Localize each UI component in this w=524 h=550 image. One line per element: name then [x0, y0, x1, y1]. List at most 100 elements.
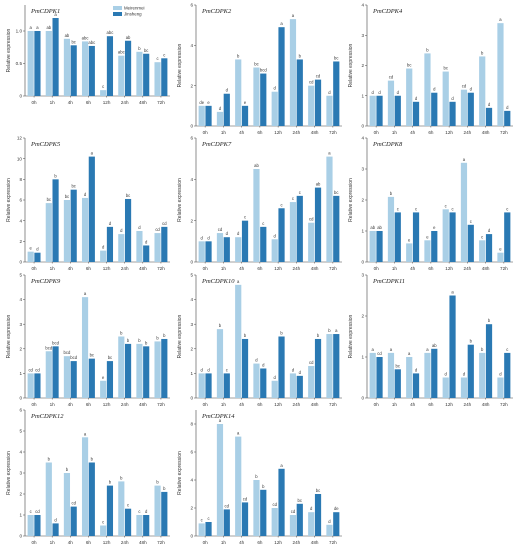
- bar-s1: [406, 243, 413, 262]
- bar-s2: [143, 515, 150, 536]
- bar-letter-label: a: [390, 347, 393, 352]
- bar-s1: [253, 480, 260, 536]
- y-axis-label: Relative expression: [348, 43, 354, 87]
- bar-s1: [406, 357, 413, 398]
- bar-s2: [260, 489, 267, 536]
- x-tick-label: 12h: [445, 130, 453, 135]
- bar-s1: [27, 373, 34, 398]
- bar-s1: [198, 105, 205, 126]
- bar-letter-label: e: [102, 375, 105, 380]
- bar-letter-label: bc: [254, 62, 258, 67]
- bar-s2: [504, 110, 511, 126]
- y-axis-label: Relative expression: [177, 451, 183, 495]
- bar-letter-label: c: [481, 234, 483, 239]
- x-tick-label: 4h: [410, 266, 416, 271]
- bar-s1: [308, 85, 315, 126]
- y-axis-label: Relative expression: [348, 314, 354, 358]
- bar-letter-label: cd: [71, 501, 76, 506]
- bar-letter-label: b: [127, 338, 130, 343]
- bar-letter-label: d: [226, 231, 229, 236]
- bar-letter-label: d: [499, 372, 502, 377]
- y-tick-label: 6: [190, 3, 193, 8]
- y-tick-label: 0: [190, 534, 193, 539]
- bar-letter-label: bc: [407, 63, 411, 68]
- bar-s2: [485, 107, 493, 126]
- bar-s1: [81, 437, 89, 536]
- bar-s1: [308, 366, 315, 398]
- bar-letter-label: d: [201, 235, 204, 240]
- bar-letter-label: bc: [71, 39, 75, 44]
- bar-s2: [241, 220, 249, 262]
- x-tick-label: 1h: [50, 402, 56, 407]
- y-axis-label: Relative expression: [348, 178, 354, 222]
- y-tick-label: 8: [19, 177, 22, 182]
- bar-s1: [45, 31, 52, 96]
- x-tick-label: 6h: [86, 266, 92, 271]
- y-tick-label: 4: [190, 43, 193, 48]
- x-tick-label: 1h: [392, 266, 398, 271]
- x-tick-label: 48h: [482, 402, 490, 407]
- y-tick-label: 1: [19, 371, 22, 376]
- bar-letter-label: b: [163, 486, 166, 491]
- bar-letter-label: bcd: [64, 350, 71, 355]
- x-tick-label: 72h: [329, 402, 337, 407]
- bar-letter-label: cd: [309, 360, 314, 365]
- bar-s1: [118, 234, 125, 262]
- bar-letter-label: d: [145, 509, 148, 514]
- bar-letter-label: b: [255, 474, 258, 479]
- bar-letter-label: c: [163, 52, 165, 57]
- bar-s1: [460, 377, 468, 398]
- bar-s2: [223, 373, 230, 398]
- bar-s1: [424, 352, 431, 398]
- bar-letter-label: a: [499, 17, 502, 22]
- x-tick-label: 12h: [103, 540, 111, 545]
- bar-letter-label: ab: [254, 163, 259, 168]
- x-tick-label: 48h: [139, 402, 147, 407]
- bar-letter-label: d: [145, 239, 148, 244]
- bar-s1: [63, 38, 71, 96]
- y-tick-label: 3: [361, 273, 364, 278]
- x-tick-label: 4h: [68, 402, 74, 407]
- x-tick-label: 4h: [410, 402, 416, 407]
- bar-letter-label: cd: [28, 367, 33, 372]
- bar-s2: [431, 92, 438, 126]
- x-tick-label: 24h: [121, 100, 129, 105]
- x-tick-label: 0h: [203, 402, 209, 407]
- bar-letter-label: b: [156, 480, 159, 485]
- bar-s1: [442, 71, 449, 126]
- x-tick-label: 6h: [428, 266, 434, 271]
- bar-s2: [449, 212, 456, 262]
- bar-letter-label: a: [426, 347, 429, 352]
- bar-letter-label: b: [262, 484, 265, 489]
- bar-s2: [314, 494, 322, 536]
- legend-entry: Meirenmei: [124, 6, 145, 11]
- bar-letter-label: b: [328, 328, 331, 333]
- x-tick-label: 6h: [257, 130, 263, 135]
- bar-letter-label: b: [91, 457, 94, 462]
- bar-letter-label: b: [219, 323, 222, 328]
- bar-s1: [497, 23, 504, 126]
- bar-s2: [314, 79, 322, 126]
- bar-s2: [70, 361, 77, 398]
- y-tick-label: 0: [361, 260, 364, 265]
- bar-s2: [124, 40, 132, 96]
- bar-letter-label: d: [415, 96, 418, 101]
- bar-s1: [27, 515, 34, 536]
- x-tick-label: 1h: [392, 402, 398, 407]
- x-tick-label: 72h: [157, 540, 165, 545]
- chart-title: PmCDPK1: [30, 8, 60, 15]
- bar-s1: [27, 31, 34, 96]
- bar-s1: [387, 196, 395, 262]
- bar-letter-label: b: [163, 333, 166, 338]
- chart-title: PmCDPK9: [30, 278, 61, 285]
- bar-s2: [449, 295, 456, 398]
- bar-letter-label: c: [415, 206, 417, 211]
- x-tick-label: 12h: [445, 402, 453, 407]
- x-tick-label: 4h: [239, 402, 245, 407]
- bar-s2: [124, 508, 132, 536]
- bar-s2: [296, 195, 303, 262]
- bar-letter-label: d: [445, 372, 448, 377]
- x-tick-label: 6h: [428, 130, 434, 135]
